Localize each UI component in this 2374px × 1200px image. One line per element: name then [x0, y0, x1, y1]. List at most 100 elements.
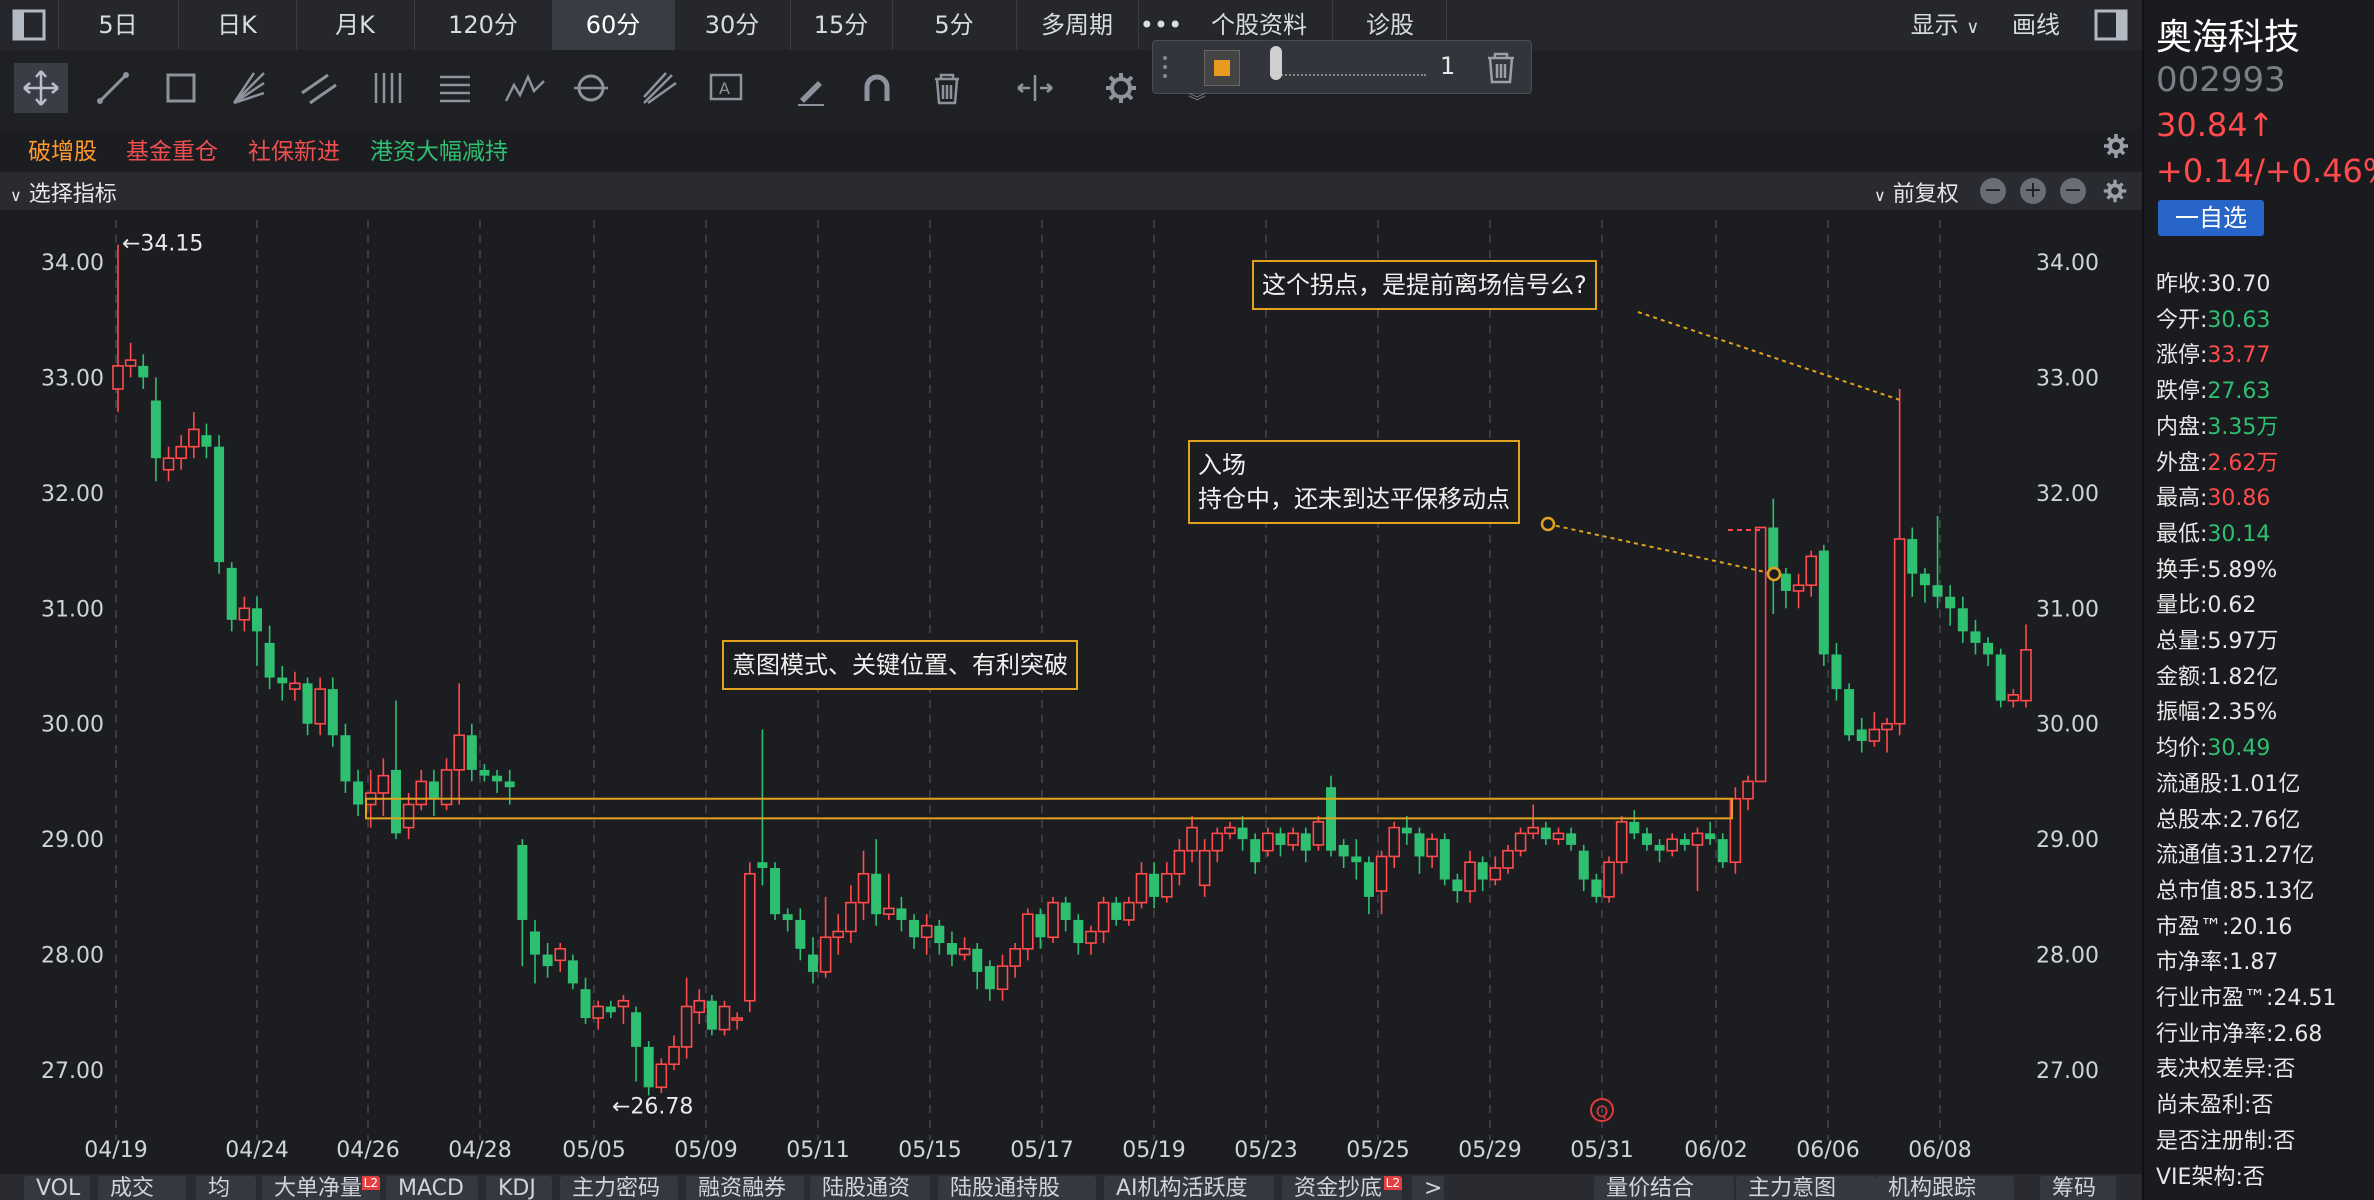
tab-period[interactable]: 5分 — [892, 0, 1017, 50]
indicator-tab[interactable]: 陆股通持股 — [938, 1176, 1096, 1200]
stat-value: 5.89% — [2207, 557, 2278, 583]
candle-body — [1363, 862, 1374, 897]
indicator-tab[interactable]: 资金抄底 L2 — [1282, 1176, 1402, 1200]
stat-label: 流通值: — [2156, 843, 2230, 869]
indicator-tab[interactable]: 成交额 — [98, 1176, 186, 1200]
candle-body — [1995, 654, 2006, 701]
text-label-icon[interactable]: A — [700, 63, 754, 113]
x-tick-label: 06/08 — [1908, 1138, 1971, 1163]
adjust-dropdown[interactable]: ∨ 前复权 — [1874, 176, 1959, 208]
stat-value: 2.62万 — [2207, 450, 2279, 476]
split-view-icon[interactable] — [1008, 63, 1062, 113]
annotation-entry[interactable]: 入场 持仓中，还未到达平保移动点 — [1188, 440, 1520, 524]
tab-period[interactable]: 120分 — [414, 0, 553, 50]
candle-body — [782, 914, 793, 920]
stock-tag[interactable]: 基金重仓 — [126, 139, 218, 165]
tab-stock-profile[interactable]: 个股资料 — [1186, 0, 1333, 50]
horizontal-lines-icon[interactable] — [428, 63, 482, 113]
indicator-tab[interactable]: 陆股通资金 — [810, 1176, 930, 1200]
tab-period[interactable]: 月K — [296, 0, 415, 50]
stat-value: 否 — [2273, 1057, 2296, 1083]
tab-period[interactable]: 15分 — [790, 0, 893, 50]
indicator-tab[interactable]: MACD — [386, 1176, 478, 1200]
candle-body — [1768, 527, 1779, 574]
tab-period[interactable]: 日K — [178, 0, 297, 50]
more-icon[interactable]: ••• — [1139, 11, 1183, 39]
tab-diagnose[interactable]: 诊股 — [1334, 0, 1447, 50]
indicator-tab[interactable]: 均线 — [196, 1176, 256, 1200]
popup-collapse-icon[interactable]: ︾ — [1188, 92, 1206, 113]
color-swatch[interactable] — [1204, 50, 1240, 86]
candle-body — [1742, 780, 1754, 800]
candle-body — [340, 735, 351, 782]
analysis-tab[interactable]: 主力意图 — [1736, 1176, 1876, 1200]
wave-pattern-icon[interactable] — [498, 63, 552, 113]
candle-body — [2007, 694, 2020, 702]
remove-indicator-icon[interactable]: − — [2060, 178, 2086, 204]
chevron-right-icon[interactable]: > — [1412, 1176, 1444, 1200]
candle-body — [871, 873, 882, 915]
tag-settings-icon[interactable] — [2100, 130, 2132, 162]
stock-tag[interactable]: 社保新进 — [248, 139, 340, 165]
candle-body — [984, 966, 995, 990]
display-menu[interactable]: 显示 ∨ — [1890, 0, 2000, 50]
indicator-settings-icon[interactable] — [2100, 176, 2130, 206]
line-segment-icon[interactable] — [86, 63, 140, 113]
stat-value: 0.62 — [2207, 593, 2257, 619]
line-width-slider[interactable] — [1270, 60, 1426, 76]
indicator-tab[interactable]: AI机构活跃度 — [1104, 1176, 1274, 1200]
candle-body — [958, 947, 971, 956]
channel-icon[interactable] — [292, 63, 346, 113]
panel-toggle-icon[interactable] — [2082, 0, 2140, 50]
candle-body — [1060, 902, 1071, 920]
indicator-tab[interactable]: 融资融券 — [686, 1176, 804, 1200]
candle-body — [504, 781, 515, 788]
stock-tag[interactable]: 港资大幅减持 — [370, 139, 508, 165]
analysis-tab[interactable]: 量价结合 — [1594, 1176, 1734, 1200]
tab-period[interactable]: 多周期 — [1016, 0, 1139, 50]
trash-icon[interactable] — [920, 63, 974, 113]
crosshair-move-icon[interactable] — [14, 63, 68, 113]
select-indicator[interactable]: ∨ 选择指标 — [10, 176, 117, 208]
gann-icon[interactable] — [632, 63, 686, 113]
candle-body — [138, 365, 149, 378]
drag-handle-icon[interactable] — [1160, 50, 1170, 84]
rectangle-icon[interactable] — [154, 63, 208, 113]
analysis-tab[interactable]: 机构跟踪 — [1876, 1176, 2014, 1200]
x-tick-label: 05/09 — [674, 1138, 737, 1163]
candle-body — [124, 359, 137, 367]
draw-line-button[interactable]: 画线 — [2012, 11, 2060, 39]
stat-value: 30.14 — [2207, 521, 2271, 547]
quote-stat: 量比:0.62 — [2156, 587, 2256, 619]
indicator-tab[interactable]: 主力密码 — [560, 1176, 678, 1200]
sidebar-toggle-icon[interactable] — [0, 0, 59, 50]
settings-icon[interactable] — [1094, 63, 1148, 113]
magnet-icon[interactable] — [850, 63, 904, 113]
indicator-tab[interactable]: VOL — [24, 1176, 90, 1200]
slider-thumb[interactable] — [1270, 46, 1282, 80]
annotation-pattern[interactable]: 意图模式、关键位置、有利突破 — [722, 640, 1078, 690]
tab-period[interactable]: 60分 — [552, 0, 675, 50]
y-tick-label-right: 29.00 — [2036, 828, 2099, 853]
cycle-icon[interactable] — [564, 63, 618, 113]
stat-label: 最低: — [2156, 521, 2208, 547]
tab-period[interactable]: 5日 — [58, 0, 179, 50]
zoom-in-icon[interactable]: + — [2020, 178, 2046, 204]
indicator-tab[interactable]: 大单净量 L2 — [262, 1176, 380, 1200]
candle-body — [580, 989, 591, 1019]
fan-lines-icon[interactable] — [222, 63, 276, 113]
candlestick-chart[interactable]: 04/19 04/24 04/26 04/28 05/05 05/09 05/11 05/15… — [0, 212, 2142, 1174]
x-tick-label: 05/29 — [1458, 1138, 1521, 1163]
add-watchlist-button[interactable]: 一自选 — [2158, 200, 2264, 236]
eraser-pen-icon[interactable] — [784, 63, 838, 113]
indicator-tab[interactable]: KDJ — [486, 1176, 552, 1200]
stock-tag[interactable]: 破增股 — [28, 139, 97, 165]
analysis-tab[interactable]: 筹码 — [2040, 1176, 2116, 1200]
popup-trash-icon[interactable] — [1476, 44, 1526, 90]
candle-body — [1691, 832, 1704, 846]
indicator-tab-label: VOL — [36, 1176, 81, 1200]
vertical-lines-icon[interactable] — [362, 63, 416, 113]
zoom-out-icon[interactable]: − — [1980, 178, 2006, 204]
tab-period[interactable]: 30分 — [674, 0, 791, 50]
annotation-exit[interactable]: 这个拐点，是提前离场信号么? — [1252, 260, 1597, 310]
